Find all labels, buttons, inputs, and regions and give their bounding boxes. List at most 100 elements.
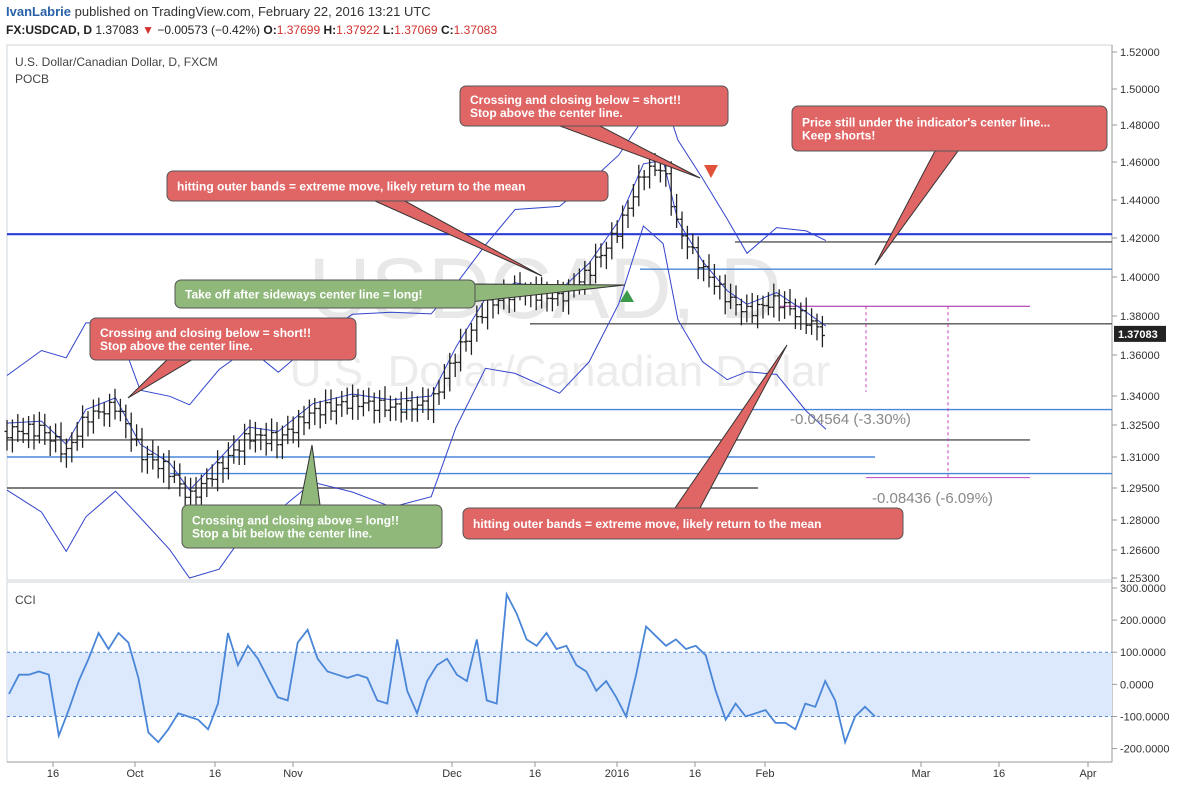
close-label: C: [440,23,454,37]
ohlc-bar [468,323,474,355]
ohlc-bar [161,453,167,483]
last-price: 1.37083 [95,23,139,37]
ohlc-bar [695,236,701,280]
ohlc-bar [58,422,64,463]
price-tick-label: 1.42000 [1120,233,1160,245]
annotation-box [166,170,609,202]
annotation-text: Take off after sideways center line = lo… [185,288,423,302]
ohlc-bar [123,404,129,439]
ohlc-bar [155,445,161,479]
ohlc-bar [209,464,215,487]
ohlc-bar [101,402,107,427]
annotation-a2: hitting outer bands = extreme move, like… [166,170,609,277]
ohlc-bar [377,390,383,423]
ohlc-bar [306,399,312,430]
symbol-label: FX:USDCAD, D [6,23,92,37]
ohlc-bar [290,416,296,444]
down-arrow-icon: ▼ [142,23,154,37]
publish-info: published on TradingView.com, February 2… [74,4,431,19]
ohlc-bar [447,352,453,392]
annotation-text: Stop above the center line. [470,106,623,120]
ohlc-bar [128,412,134,452]
time-tick-label: 16 [529,768,541,780]
ohlc-bar [296,409,302,448]
time-tick-label: 2016 [605,768,629,780]
ohlc-bar [9,419,15,453]
ohlc-bar [782,291,788,319]
annotation-text: Stop above the center line. [100,339,253,353]
annotation-a4: Price still under the indicator's center… [791,105,1108,266]
ohlc-bar [387,395,393,422]
ohlc-bar [317,400,323,429]
price-tick-label: 1.36000 [1120,350,1160,362]
time-tick-label: Oct [126,768,143,780]
low-value: 1.37069 [394,23,438,37]
annotation-a1: Crossing and closing below = short!!Stop… [89,317,357,399]
ohlc-bar [252,421,258,453]
ohlc-bar [112,388,118,420]
ohlc-bar [701,259,707,282]
ohlc-bar [722,274,728,315]
ohlc-bar [814,313,820,341]
price-axis: 1.37083 1.52000 1.50000 1.48000 1.46000 1.440… [1112,47,1166,585]
ohlc-bar [749,292,755,324]
annotation-text: hitting outer bands = extreme move, like… [473,517,821,531]
ohlc-bar [333,397,339,425]
price-tick-label: 1.50000 [1120,84,1160,96]
ohlc-bar [609,222,615,260]
open-label: O: [263,23,277,37]
last-price-badge [1114,325,1166,342]
ohlc-bar [706,254,712,288]
ohlc-bar [593,243,599,284]
ohlc-bar [74,421,80,451]
ohlc-bar [150,440,156,470]
measure-tools: -0.04564 (-3.30%) -0.08436 (-6.09%) [790,306,1030,507]
time-tick-label: Mar [912,768,931,780]
open-value: 1.37699 [276,23,321,37]
ohlc-bar [15,414,21,443]
cci-tick-label: 200.0000 [1120,615,1166,627]
measure-label-1: -0.04564 (-3.30%) [790,411,911,428]
cci-pane-title: CCI [15,593,36,607]
ohlc-bar [798,302,804,330]
annotation-text: Crossing and closing above = long!! [192,514,399,528]
ohlc-bar [117,398,123,422]
ohlc-bar [674,193,680,229]
ohlc-bar [258,427,264,451]
chart-header: IvanLabrie published on TradingView.com,… [0,0,1184,44]
annotation-a3: Crossing and closing below = short!!Stop… [459,85,729,179]
cci-axis: 300.0000 200.0000 100.0000 0.0000 -100.0000 -… [1112,583,1170,756]
price-tick-label: 1.32500 [1120,420,1160,432]
ohlc-bar [20,417,26,444]
price-tick-label: 1.34000 [1120,391,1160,403]
author-link[interactable]: IvanLabrie [6,4,72,19]
ohlc-bar [355,388,361,420]
ohlc-bar [641,169,647,191]
ohlc-bar [733,285,739,316]
annotation-text: hitting outer bands = extreme move, like… [177,180,525,194]
cci-tick-label: 300.0000 [1120,583,1166,595]
annotation-text: Keep shorts! [802,129,875,143]
ohlc-bar [393,397,399,421]
ohlc-bar [728,283,734,309]
ohlc-bar [231,435,237,464]
ohlc-bar [458,328,464,372]
ohlc-bar [204,468,210,498]
ohlc-bar [404,386,410,420]
ohlc-bar [436,379,442,405]
ohlc-bar [711,263,717,295]
ohlc-bar [107,393,113,428]
price-tick-label: 1.52000 [1120,47,1160,59]
lower-band [6,225,827,579]
ohlc-bar [414,396,420,422]
ohlc-bar [625,200,631,229]
ohlc-bar [47,425,53,456]
ohlc-bar [441,364,447,400]
time-tick-label: 16 [993,768,1005,780]
ohlc-bar [474,305,480,342]
annotation-box [462,507,904,540]
ohlc-bar [760,295,766,319]
price-tick-label: 1.40000 [1120,272,1160,284]
ohlc-bar [614,220,620,244]
